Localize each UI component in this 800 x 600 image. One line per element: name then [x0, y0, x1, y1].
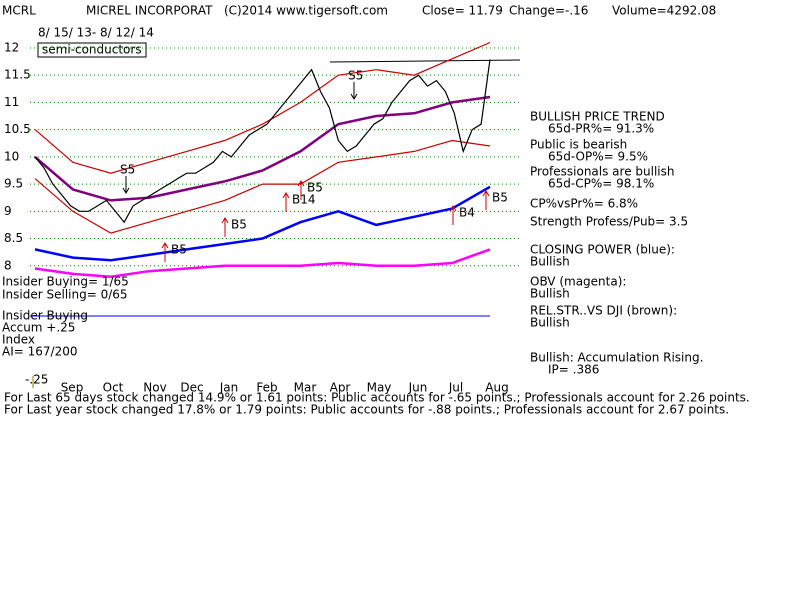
- x-tick-label: Aug: [485, 381, 508, 395]
- y-tick-label: 10.5: [4, 122, 31, 136]
- series-line: [34, 139, 491, 234]
- y-tick-label: 8.5: [4, 231, 23, 245]
- header-field: MICREL INCORPORAT: [86, 4, 213, 18]
- right-note: Bullish: [530, 287, 570, 301]
- left-note: Insider Buying: [2, 309, 88, 323]
- x-tick-label: Nov: [143, 381, 166, 395]
- signal-label: B5: [171, 243, 187, 257]
- signal-arrow: [282, 192, 290, 212]
- x-tick-label: Dec: [180, 381, 203, 395]
- x-tick-label: Jan: [219, 381, 239, 395]
- signal-arrow: [350, 82, 358, 100]
- signal-arrow: [161, 242, 169, 262]
- y-tick-label: 12: [4, 40, 19, 54]
- signal-label: B14: [292, 193, 316, 207]
- signal-arrow: [297, 180, 305, 200]
- left-note: AI= 167/200: [2, 345, 77, 359]
- header-field: Volume=4292.08: [612, 4, 716, 18]
- y-tick-label: 11: [4, 95, 19, 109]
- signal-label: B5: [307, 181, 323, 195]
- right-note: CLOSING POWER (blue):: [530, 243, 675, 257]
- x-tick-label: Sep: [61, 381, 84, 395]
- y-tick-label: 9: [4, 204, 12, 218]
- signal-label: B4: [459, 206, 475, 220]
- x-tick-label: Feb: [256, 381, 277, 395]
- right-note: OBV (magenta):: [530, 275, 626, 289]
- y-tick-label: 11.5: [4, 68, 31, 82]
- x-tick-label: Oct: [103, 381, 124, 395]
- right-note: Professionals are bullish: [530, 165, 675, 179]
- x-tick-label: Mar: [294, 381, 317, 395]
- right-note: Public is bearish: [530, 138, 627, 152]
- x-tick-label: May: [367, 381, 392, 395]
- right-note: CP%vsPr%= 6.8%: [530, 197, 638, 211]
- series-line: [34, 41, 491, 174]
- series-line: [34, 59, 491, 224]
- x-tick-label: Jul: [448, 381, 463, 395]
- header-field: MCRL: [2, 4, 36, 18]
- left-note: Index: [2, 333, 35, 347]
- signal-arrow: [482, 190, 490, 210]
- signal-arrow: [221, 217, 229, 237]
- signal-label: B5: [231, 218, 247, 232]
- header-field: Close= 11.79: [422, 4, 503, 18]
- resistance-line: [329, 59, 521, 63]
- signal-label: S5: [348, 69, 363, 83]
- right-note: BULLISH PRICE TREND: [530, 110, 665, 124]
- sector: semi-conductors: [42, 43, 142, 57]
- right-note: REL.STR..VS DJI (brown):: [530, 304, 677, 318]
- x-tick-label: Apr: [330, 381, 351, 395]
- y-tick-label: 8: [4, 258, 12, 272]
- left-note: Insider Selling= 0/65: [2, 288, 128, 302]
- right-note: 65d-OP%= 9.5%: [548, 150, 648, 164]
- y-tick-label: 9.5: [4, 177, 23, 191]
- right-note: IP= .386: [548, 363, 599, 377]
- sector-box: [37, 42, 147, 58]
- right-note: Bullish: [530, 316, 570, 330]
- right-note: Bullish: Accumulation Rising.: [530, 351, 703, 365]
- signal-arrow: [449, 205, 457, 225]
- signal-arrow: [122, 176, 130, 194]
- date-range: 8/ 15/ 13- 8/ 12/ 14: [38, 26, 154, 40]
- footer-line: For Last year stock changed 17.8% or 1.7…: [4, 403, 729, 417]
- series-line: [34, 95, 491, 202]
- header-field: Change=-.16: [509, 4, 588, 18]
- right-note: Bullish: [530, 255, 570, 269]
- signal-label: S5: [120, 163, 135, 177]
- right-note: 65d-PR%= 91.3%: [548, 122, 654, 136]
- header-field: (C)2014 www.tigersoft.com: [224, 4, 388, 18]
- left-note: Insider Buying= 1/65: [2, 275, 129, 289]
- series-line: [34, 248, 491, 278]
- right-note: Strength Profess/Pub= 3.5: [530, 215, 688, 229]
- right-note: 65d-CP%= 98.1%: [548, 177, 654, 191]
- series-line: [34, 185, 491, 262]
- signal-label: B5: [492, 191, 508, 205]
- y-tick-label: 10: [4, 149, 19, 163]
- left-note: -.25: [25, 373, 48, 387]
- x-tick-label: Jun: [408, 381, 428, 395]
- left-note: Accum +.25: [2, 321, 75, 335]
- footer-line: For Last 65 days stock changed 14.9% or …: [4, 391, 750, 405]
